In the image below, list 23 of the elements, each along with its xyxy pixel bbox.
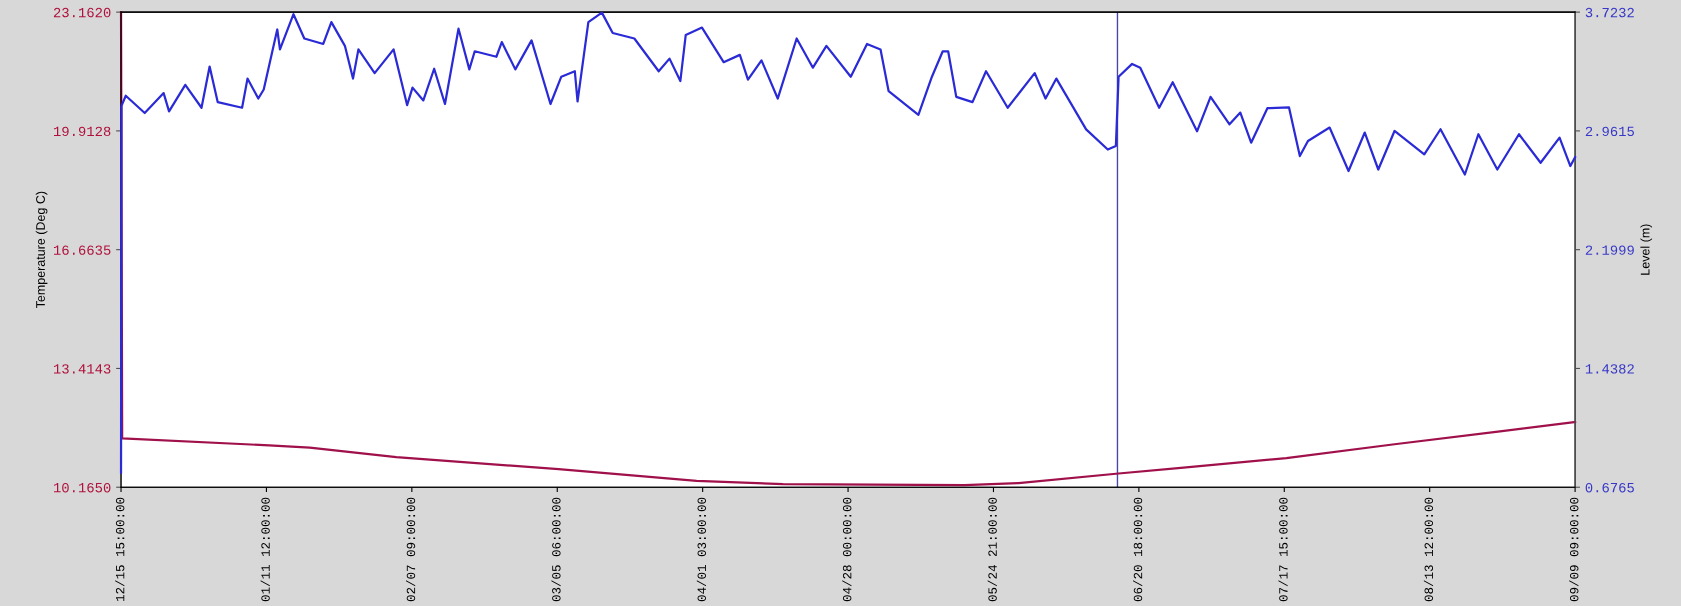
y2-tick-label: 3.7232 (1585, 7, 1634, 18)
y2-tick-label: 2.9615 (1585, 126, 1634, 137)
y-tick-label: 10.1650 (53, 482, 111, 493)
x-tick-label: 05/24 21:00:00 (987, 497, 997, 602)
x-tick-label: 04/28 00:00:00 (842, 497, 852, 602)
x-tick-label: 04/01 03:00:00 (696, 497, 707, 602)
x-tick-label: 09/09 09:00:00 (1569, 497, 1579, 602)
y-tick-label: 16.6635 (53, 245, 111, 255)
y2-axis-title: Level (m) (1640, 224, 1653, 275)
y-axis-title: Temperature (Deg C) (35, 191, 48, 309)
x-tick-label: 02/07 09:00:00 (406, 497, 416, 602)
x-tick-label: 07/17 15:00:00 (1278, 497, 1288, 602)
x-tick-label: 06/20 18:00:00 (1133, 497, 1143, 602)
y-tick-label: 19.9128 (53, 126, 111, 137)
x-tick-label: 08/13 12:00:00 (1423, 497, 1434, 602)
x-tick-label: 01/11 12:00:00 (260, 497, 270, 602)
y2-tick-label: 1.4382 (1585, 364, 1634, 374)
x-tick-label: 12/15 15:00:00 (115, 497, 125, 602)
x-tick-label: 03/05 06:00:00 (551, 497, 561, 602)
y2-tick-label: 0.6765 (1585, 482, 1634, 493)
y2-tick-label: 2.1999 (1585, 245, 1634, 255)
y-tick-label: 13.4143 (53, 364, 111, 374)
y-tick-label: 23.1620 (53, 7, 111, 18)
